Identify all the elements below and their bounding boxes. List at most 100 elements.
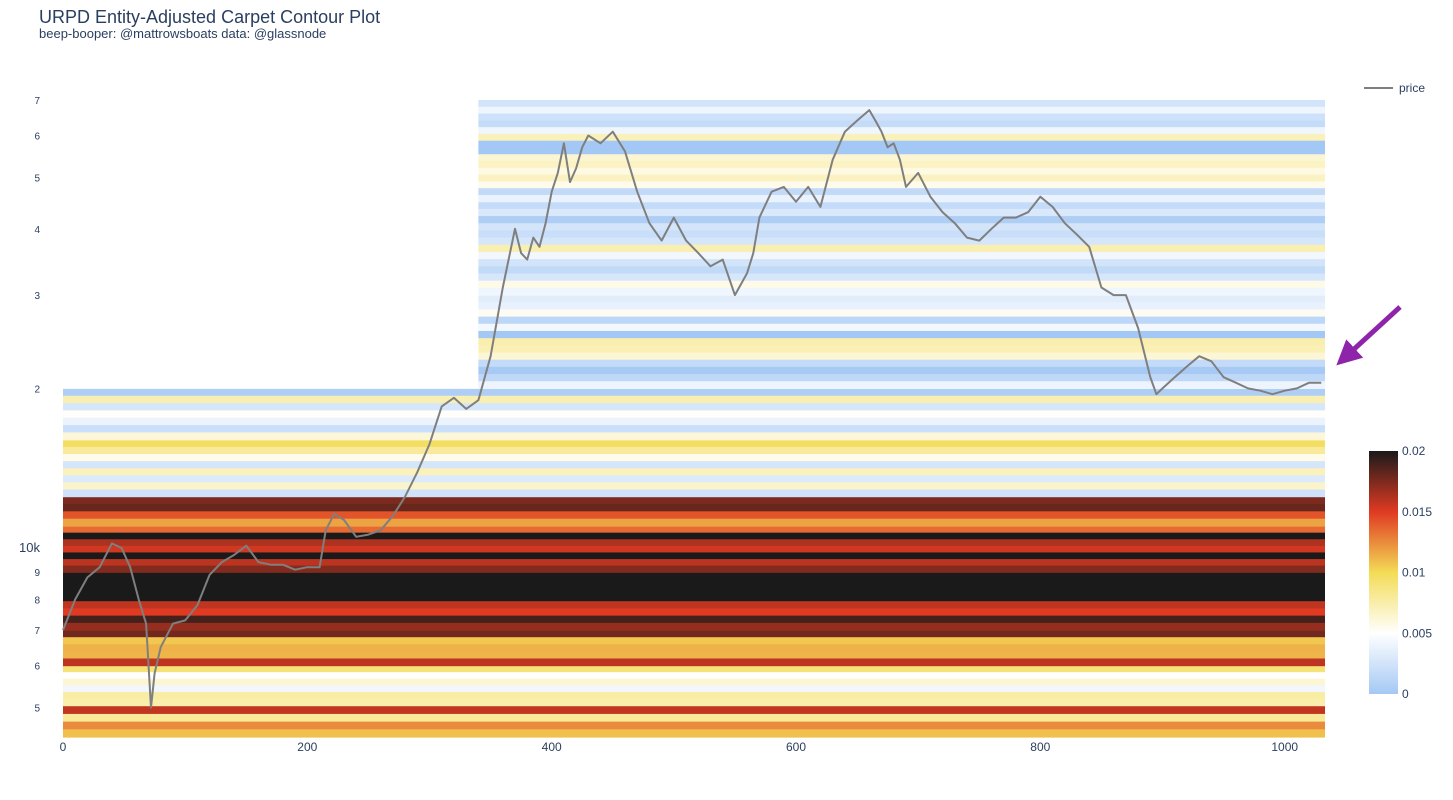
x-tick-label: 600	[786, 740, 806, 754]
y-tick-label: 4	[34, 225, 40, 236]
heatmap-band	[63, 100, 1325, 108]
heatmap-band	[63, 140, 1325, 149]
heatmap-band	[63, 678, 1325, 686]
y-tick-label: 2	[34, 384, 40, 395]
heatmap-band	[63, 496, 1325, 505]
heatmap-band	[63, 127, 1325, 135]
heatmap-band	[63, 133, 1325, 142]
heatmap-band	[63, 120, 1325, 128]
heatmap-band	[63, 691, 1325, 700]
heatmap-band	[63, 167, 1325, 176]
heatmap-band	[63, 651, 1325, 660]
heatmap-band	[63, 302, 1325, 311]
heatmap-band	[63, 287, 1325, 296]
heatmap-band	[63, 251, 1325, 260]
heatmap-band	[63, 644, 1325, 652]
price-layer	[62, 109, 1322, 709]
x-tick-label: 1000	[1271, 740, 1298, 754]
x-axis: 0 200 400 600 800 1000	[60, 740, 1299, 754]
heatmap-band	[63, 630, 1325, 638]
heatmap-band	[63, 316, 1325, 325]
x-tick-label: 0	[60, 740, 67, 754]
heatmap-band	[63, 181, 1325, 189]
heatmap-band	[63, 565, 1325, 573]
heatmap-band	[63, 366, 1325, 375]
heatmap-band	[63, 345, 1325, 354]
heatmap-band	[63, 395, 1325, 404]
heatmap-band	[63, 266, 1325, 275]
heatmap-band	[63, 532, 1325, 540]
heatmap-band	[63, 323, 1325, 332]
heatmap-band	[63, 475, 1325, 484]
heatmap-band	[63, 706, 1325, 715]
heatmap-band	[63, 545, 1325, 554]
y-tick-label: 6	[34, 662, 40, 673]
heatmap-band	[63, 713, 1325, 723]
heatmap-band	[63, 721, 1325, 730]
heatmap-band	[63, 685, 1325, 693]
heatmap-band	[63, 154, 1325, 162]
colorbar-gradient	[1369, 451, 1398, 694]
heatmap-band	[63, 374, 1325, 382]
plot-area	[62, 100, 1325, 738]
heatmap-band	[63, 432, 1325, 441]
heatmap-band	[63, 658, 1325, 667]
x-tick-label: 800	[1030, 740, 1050, 754]
chart-subtitle: beep-booper: @mattrowsboats data: @glass…	[39, 26, 326, 41]
heatmap-band	[63, 259, 1325, 267]
heatmap-band	[63, 147, 1325, 155]
heatmap-band	[63, 417, 1325, 426]
heatmap-band	[63, 637, 1325, 645]
heatmap-band	[63, 518, 1325, 527]
x-tick-label: 200	[297, 740, 317, 754]
colorbar-ticks: 0.02 0.015 0.01 0.005 0	[1402, 444, 1432, 701]
heatmap-band	[63, 106, 1325, 115]
y-tick-label: 9	[34, 568, 40, 579]
heatmap-band	[63, 410, 1325, 419]
heatmap-band	[63, 461, 1325, 469]
heatmap-band	[63, 113, 1325, 121]
colorbar-tick-label: 0.02	[1402, 444, 1426, 458]
heatmap-band	[63, 608, 1325, 617]
y-tick-label: 6	[34, 132, 40, 143]
heatmap-band	[63, 330, 1325, 339]
heatmap-band	[63, 503, 1325, 512]
heatmap-band	[63, 593, 1325, 602]
heatmap-band	[63, 672, 1325, 680]
heatmap-band	[63, 216, 1325, 224]
heatmap-band	[63, 359, 1325, 368]
heatmap-band	[63, 223, 1325, 232]
heatmap-band	[63, 273, 1325, 282]
heatmap-band	[63, 201, 1325, 210]
x-tick-label: 400	[542, 740, 562, 754]
heatmap-band	[63, 425, 1325, 434]
heatmap-band	[63, 579, 1325, 588]
heatmap-band	[63, 586, 1325, 595]
heatmap-layer	[63, 100, 1325, 738]
heatmap-band	[63, 295, 1325, 303]
colorbar-tick-label: 0.005	[1402, 626, 1432, 640]
heatmap-band	[63, 615, 1325, 624]
legend[interactable]: price	[1364, 81, 1425, 95]
heatmap-band	[63, 352, 1325, 361]
heatmap-band	[63, 174, 1325, 182]
chart-title: URPD Entity-Adjusted Carpet Contour Plot	[39, 7, 380, 27]
heatmap-band	[63, 439, 1325, 448]
heatmap-band	[63, 280, 1325, 289]
heatmap-band	[63, 381, 1325, 390]
heatmap-band	[63, 388, 1325, 397]
y-tick-label: 5	[34, 704, 40, 715]
annotation-arrow	[1336, 305, 1402, 366]
heatmap-band	[63, 230, 1325, 239]
heatmap-band	[63, 511, 1325, 520]
heatmap-band	[63, 161, 1325, 169]
arrow-pointer	[1336, 305, 1402, 366]
heatmap-band	[63, 539, 1325, 547]
colorbar: 0.02 0.015 0.01 0.005 0	[1369, 444, 1432, 701]
heatmap-band	[63, 208, 1325, 217]
heatmap-band	[63, 622, 1325, 631]
heatmap-band	[63, 188, 1325, 196]
heatmap-band	[63, 194, 1325, 203]
y-tick-label: 7	[34, 96, 40, 107]
